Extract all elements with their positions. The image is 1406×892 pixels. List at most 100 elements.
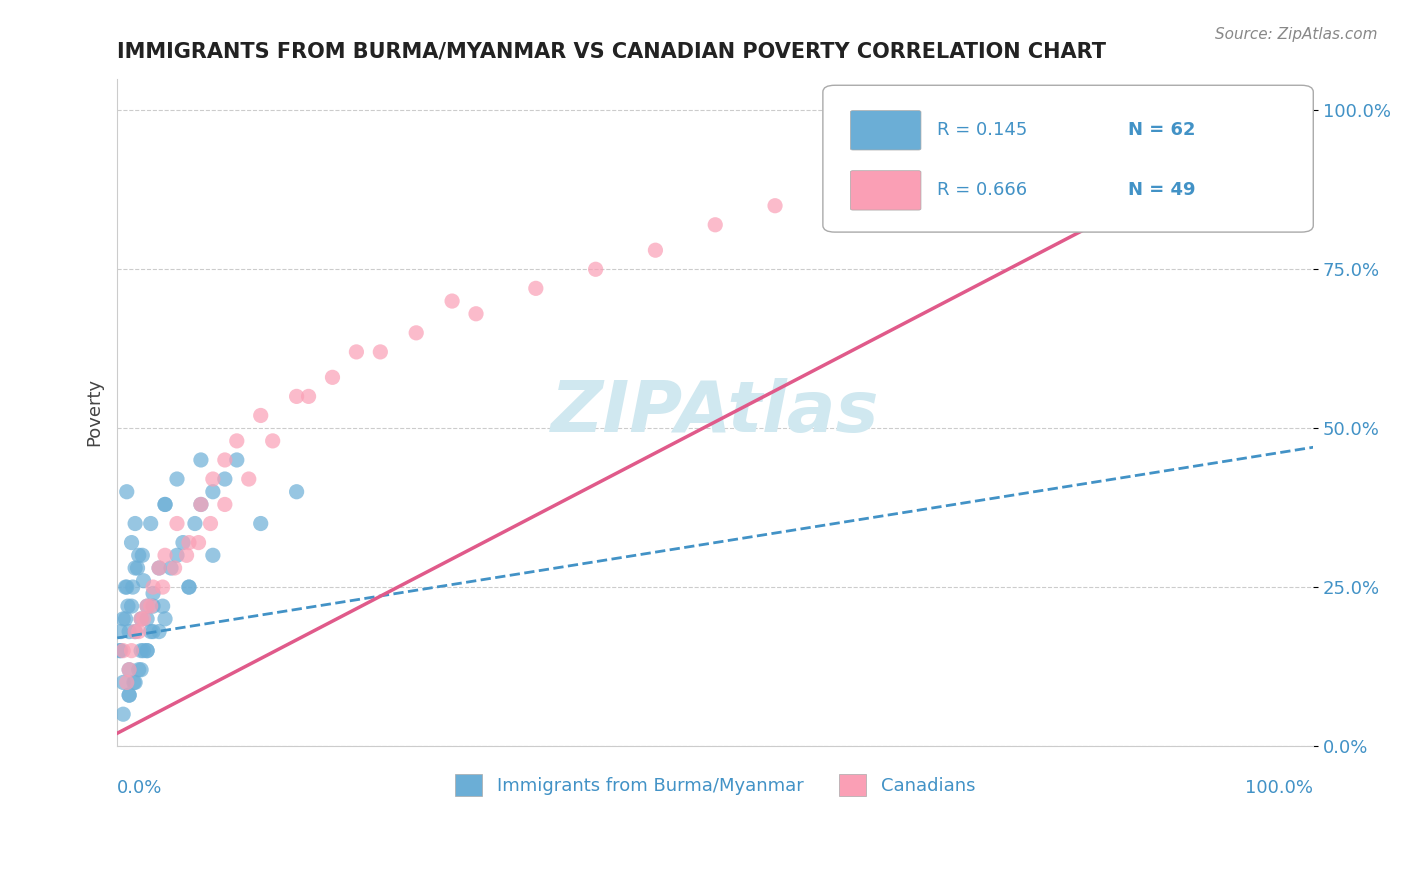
Point bbox=[114, 580, 136, 594]
Text: R = 0.145: R = 0.145 bbox=[936, 121, 1026, 139]
Legend: Immigrants from Burma/Myanmar, Canadians: Immigrants from Burma/Myanmar, Canadians bbox=[447, 767, 983, 804]
Point bbox=[112, 675, 135, 690]
Point bbox=[465, 307, 488, 321]
Point bbox=[142, 580, 165, 594]
Point bbox=[200, 516, 222, 531]
Point bbox=[214, 498, 236, 512]
Point bbox=[214, 453, 236, 467]
Point bbox=[129, 612, 152, 626]
Point bbox=[110, 643, 132, 657]
Point bbox=[1243, 179, 1265, 194]
Point bbox=[114, 612, 136, 626]
Point bbox=[129, 643, 152, 657]
Point bbox=[124, 624, 146, 639]
Point bbox=[153, 498, 176, 512]
Point bbox=[763, 199, 786, 213]
Point bbox=[118, 688, 141, 702]
Point bbox=[115, 484, 138, 499]
Point bbox=[441, 294, 464, 309]
Point bbox=[136, 643, 159, 657]
Point bbox=[176, 549, 198, 563]
Text: N = 62: N = 62 bbox=[1128, 121, 1195, 139]
Point bbox=[177, 535, 200, 549]
Point bbox=[148, 624, 170, 639]
Point bbox=[225, 434, 247, 448]
Point bbox=[124, 561, 146, 575]
Point bbox=[249, 516, 271, 531]
Point bbox=[1002, 135, 1025, 149]
Point bbox=[249, 409, 271, 423]
Point bbox=[166, 472, 188, 486]
Point bbox=[129, 663, 152, 677]
Point bbox=[585, 262, 607, 277]
Point bbox=[177, 580, 200, 594]
Point bbox=[128, 663, 150, 677]
Point bbox=[163, 561, 186, 575]
Point bbox=[124, 675, 146, 690]
Point bbox=[117, 599, 139, 614]
Point bbox=[177, 580, 200, 594]
FancyBboxPatch shape bbox=[851, 170, 921, 211]
Point bbox=[121, 599, 143, 614]
Point bbox=[190, 498, 212, 512]
Point bbox=[166, 516, 188, 531]
Point bbox=[136, 599, 159, 614]
Point bbox=[148, 561, 170, 575]
Point bbox=[153, 498, 176, 512]
Point bbox=[118, 663, 141, 677]
Point bbox=[214, 472, 236, 486]
Point bbox=[201, 472, 224, 486]
Point bbox=[132, 643, 155, 657]
Point bbox=[128, 624, 150, 639]
Point bbox=[112, 643, 135, 657]
Text: 0.0%: 0.0% bbox=[117, 780, 163, 797]
Point bbox=[121, 580, 143, 594]
Y-axis label: Poverty: Poverty bbox=[86, 378, 103, 446]
Point bbox=[1122, 179, 1144, 194]
Point bbox=[238, 472, 260, 486]
Point bbox=[225, 453, 247, 467]
Point bbox=[262, 434, 284, 448]
Point bbox=[160, 561, 183, 575]
Point bbox=[142, 586, 165, 600]
Point bbox=[152, 599, 174, 614]
Point bbox=[128, 549, 150, 563]
Point bbox=[129, 612, 152, 626]
FancyBboxPatch shape bbox=[851, 111, 921, 150]
Text: IMMIGRANTS FROM BURMA/MYANMAR VS CANADIAN POVERTY CORRELATION CHART: IMMIGRANTS FROM BURMA/MYANMAR VS CANADIA… bbox=[117, 42, 1107, 62]
Point bbox=[285, 484, 308, 499]
Point bbox=[136, 612, 159, 626]
Point bbox=[139, 516, 162, 531]
Point bbox=[124, 624, 146, 639]
Point bbox=[110, 624, 132, 639]
Text: ZIPAtlas: ZIPAtlas bbox=[551, 378, 880, 447]
Point bbox=[122, 675, 145, 690]
Point bbox=[132, 574, 155, 588]
Point bbox=[943, 154, 966, 169]
Point bbox=[136, 599, 159, 614]
Point bbox=[524, 281, 547, 295]
Point bbox=[121, 535, 143, 549]
Point bbox=[115, 580, 138, 594]
Point bbox=[184, 516, 207, 531]
Point bbox=[166, 549, 188, 563]
Point bbox=[1063, 116, 1085, 130]
Point bbox=[370, 345, 392, 359]
Point bbox=[1182, 154, 1205, 169]
Text: 100.0%: 100.0% bbox=[1246, 780, 1313, 797]
Point bbox=[127, 561, 149, 575]
Point bbox=[148, 561, 170, 575]
Point bbox=[172, 535, 194, 549]
FancyBboxPatch shape bbox=[823, 86, 1313, 232]
Point bbox=[285, 389, 308, 403]
Point bbox=[824, 179, 846, 194]
Point bbox=[190, 498, 212, 512]
Text: R = 0.666: R = 0.666 bbox=[936, 181, 1026, 199]
Point bbox=[112, 707, 135, 722]
Point bbox=[136, 643, 159, 657]
Point bbox=[321, 370, 343, 384]
Point bbox=[344, 345, 367, 359]
Point bbox=[131, 549, 153, 563]
Point bbox=[704, 218, 727, 232]
Point bbox=[115, 675, 138, 690]
